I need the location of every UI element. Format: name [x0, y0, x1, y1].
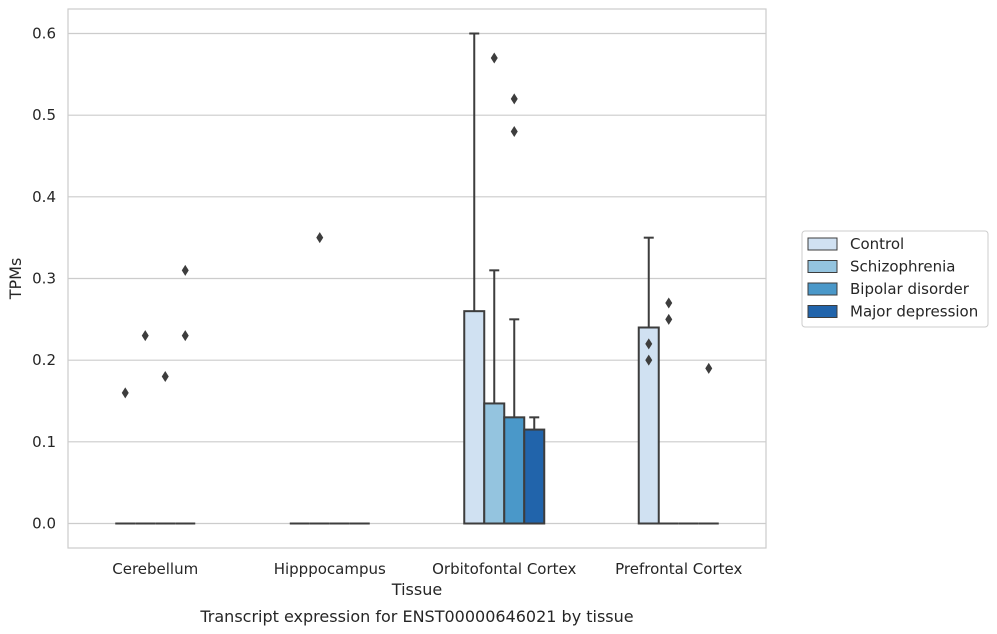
outlier-point	[665, 313, 673, 325]
legend-swatch	[807, 282, 838, 296]
legend-swatch	[807, 305, 838, 318]
legend-swatch	[807, 237, 838, 251]
box	[483, 402, 506, 525]
legend: Control Schizophrenia Bipolar disorder Majo…	[801, 230, 989, 328]
x-tick-label: Orbitofontal Cortex	[432, 560, 576, 578]
outlier-point	[645, 354, 653, 366]
outlier-point	[490, 52, 498, 64]
box	[503, 416, 526, 525]
legend-frame	[801, 230, 989, 328]
y-tick-label: 0.5	[32, 106, 56, 124]
plot-area-frame	[67, 8, 767, 549]
y-tick-label: 0.4	[32, 188, 56, 206]
y-axis-ticks: 0.0 0.1 0.2 0.3 0.4 0.5 0.6	[32, 25, 56, 533]
outlier-point	[141, 330, 149, 342]
grid-lines	[68, 32, 766, 525]
outlier-point	[705, 362, 713, 374]
x-tick-label: Hipppocampus	[274, 560, 386, 578]
box	[637, 326, 660, 525]
x-axis-ticks: Cerebellum Hipppocampus Orbitofontal Corte…	[112, 560, 742, 578]
legend-swatch	[807, 260, 838, 273]
legend-label: Major depression	[850, 303, 978, 321]
legend-label: Schizophrenia	[850, 258, 955, 276]
legend-label: Control	[850, 235, 904, 253]
chart-marks	[115, 32, 719, 525]
outlier-point	[510, 126, 518, 137]
outlier-point	[121, 387, 129, 399]
box	[463, 310, 486, 525]
legend-label: Bipolar disorder	[850, 280, 970, 298]
chart-caption: Transcript expression for ENST0000064602…	[199, 607, 633, 626]
y-tick-label: 0.6	[32, 25, 56, 43]
x-axis-label: Tissue	[391, 580, 442, 599]
outlier-point	[161, 371, 169, 382]
y-tick-label: 0.0	[32, 515, 56, 533]
x-tick-label: Cerebellum	[112, 560, 198, 578]
y-tick-label: 0.3	[32, 270, 56, 288]
y-axis-label: TPMs	[6, 258, 25, 301]
outlier-point	[316, 232, 324, 244]
outlier-point	[181, 330, 189, 342]
outlier-point	[645, 338, 653, 350]
outlier-point	[510, 93, 518, 105]
outlier-point	[181, 264, 189, 276]
x-tick-label: Prefrontal Cortex	[615, 560, 742, 578]
box	[523, 428, 546, 525]
y-tick-label: 0.2	[32, 351, 56, 369]
outlier-point	[665, 297, 673, 309]
y-tick-label: 0.1	[32, 433, 56, 451]
